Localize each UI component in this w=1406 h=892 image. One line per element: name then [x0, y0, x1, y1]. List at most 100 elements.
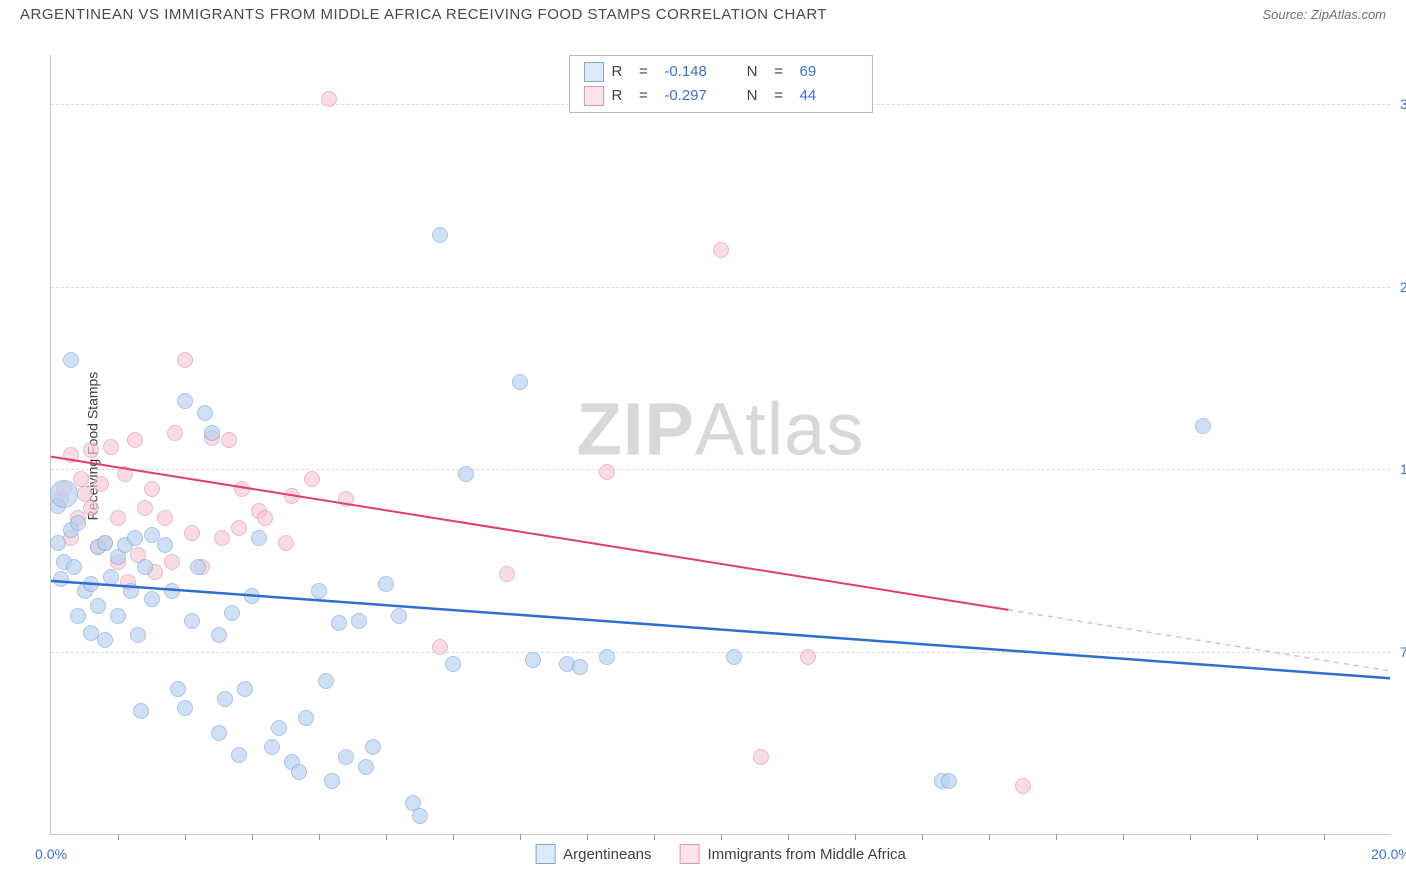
data-point — [93, 476, 109, 492]
data-point — [753, 749, 769, 765]
source-label: Source: ZipAtlas.com — [1262, 7, 1386, 22]
data-point — [97, 632, 113, 648]
data-point — [221, 432, 237, 448]
x-tick-mark — [922, 834, 923, 840]
data-point — [214, 530, 230, 546]
data-point — [63, 447, 79, 463]
x-tick-mark — [989, 834, 990, 840]
data-point — [251, 530, 267, 546]
data-point — [338, 749, 354, 765]
x-tick-mark — [118, 834, 119, 840]
data-point — [358, 759, 374, 775]
correlation-legend: R=-0.148 N=69R=-0.297 N=44 — [568, 55, 872, 113]
x-tick-mark — [319, 834, 320, 840]
data-point — [271, 720, 287, 736]
corr-legend-row: R=-0.297 N=44 — [583, 84, 857, 108]
x-tick-mark — [654, 834, 655, 840]
data-point — [1015, 778, 1031, 794]
data-point — [144, 591, 160, 607]
data-point — [157, 537, 173, 553]
x-tick-mark — [1324, 834, 1325, 840]
data-point — [378, 576, 394, 592]
data-point — [50, 535, 66, 551]
chart-title: ARGENTINEAN VS IMMIGRANTS FROM MIDDLE AF… — [20, 6, 827, 23]
y-tick-label: 7.5% — [1394, 644, 1406, 660]
data-point — [50, 480, 78, 508]
gridline — [51, 652, 1390, 653]
data-point — [713, 242, 729, 258]
data-point — [800, 649, 816, 665]
data-point — [127, 432, 143, 448]
data-point — [264, 739, 280, 755]
series-legend: Argentineans Immigrants from Middle Afric… — [535, 844, 906, 864]
data-point — [177, 393, 193, 409]
data-point — [941, 773, 957, 789]
gridline — [51, 287, 1390, 288]
data-point — [70, 515, 86, 531]
y-tick-label: 15.0% — [1394, 461, 1406, 477]
x-tick-mark — [788, 834, 789, 840]
data-point — [90, 598, 106, 614]
data-point — [432, 639, 448, 655]
data-point — [197, 405, 213, 421]
data-point — [726, 649, 742, 665]
data-point — [127, 530, 143, 546]
data-point — [512, 374, 528, 390]
data-point — [217, 691, 233, 707]
data-point — [63, 352, 79, 368]
x-tick-mark — [252, 834, 253, 840]
data-point — [211, 725, 227, 741]
legend-item: Argentineans — [535, 844, 651, 864]
x-tick-mark — [1257, 834, 1258, 840]
legend-item: Immigrants from Middle Africa — [680, 844, 906, 864]
data-point — [70, 608, 86, 624]
data-point — [298, 710, 314, 726]
data-point — [318, 673, 334, 689]
data-point — [170, 681, 186, 697]
x-tick-label: 20.0% — [1371, 846, 1406, 862]
data-point — [304, 471, 320, 487]
data-point — [97, 535, 113, 551]
data-point — [324, 773, 340, 789]
data-point — [184, 613, 200, 629]
x-tick-mark — [1190, 834, 1191, 840]
data-point — [77, 486, 93, 502]
plot-area: 7.5%15.0%22.5%30.0%0.0%20.0% ZIPAtlas R=… — [50, 55, 1390, 835]
x-tick-mark — [587, 834, 588, 840]
corr-legend-row: R=-0.148 N=69 — [583, 60, 857, 84]
data-point — [572, 659, 588, 675]
data-point — [445, 656, 461, 672]
data-point — [123, 583, 139, 599]
data-point — [284, 488, 300, 504]
data-point — [257, 510, 273, 526]
data-point — [351, 613, 367, 629]
data-point — [525, 652, 541, 668]
x-tick-mark — [386, 834, 387, 840]
x-tick-mark — [855, 834, 856, 840]
data-point — [177, 700, 193, 716]
data-point — [311, 583, 327, 599]
data-point — [204, 425, 220, 441]
data-point — [137, 559, 153, 575]
data-point — [231, 520, 247, 536]
data-point — [224, 605, 240, 621]
data-point — [110, 510, 126, 526]
x-tick-mark — [1123, 834, 1124, 840]
y-tick-label: 30.0% — [1394, 96, 1406, 112]
data-point — [244, 588, 260, 604]
data-point — [177, 352, 193, 368]
y-tick-label: 22.5% — [1394, 279, 1406, 295]
data-point — [599, 464, 615, 480]
data-point — [53, 571, 69, 587]
data-point — [117, 466, 133, 482]
data-point — [133, 703, 149, 719]
x-tick-mark — [721, 834, 722, 840]
data-point — [157, 510, 173, 526]
data-point — [137, 500, 153, 516]
data-point — [234, 481, 250, 497]
data-point — [211, 627, 227, 643]
data-point — [164, 554, 180, 570]
data-point — [291, 764, 307, 780]
data-point — [231, 747, 247, 763]
data-point — [1195, 418, 1211, 434]
